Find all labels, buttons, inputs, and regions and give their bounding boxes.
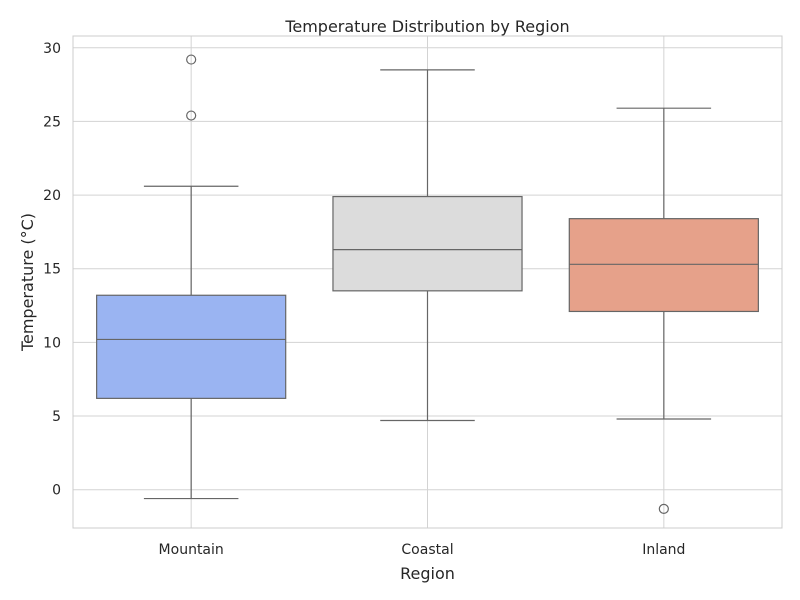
outlier-point <box>186 110 197 121</box>
box-coastal <box>332 69 523 422</box>
y-tick-labels: 0 5 10 15 20 25 30 <box>43 41 61 499</box>
x-tick-labels: Mountain Coastal Inland <box>159 542 686 558</box>
y-tick-label: 5 <box>52 409 61 425</box>
y-tick-label: 0 <box>52 483 61 499</box>
interquartile-box <box>96 294 287 399</box>
box-mountain <box>96 54 287 500</box>
y-tick-label: 20 <box>43 188 61 204</box>
outlier-point <box>186 54 197 65</box>
outlier-point <box>658 503 669 514</box>
box-layer <box>96 54 759 514</box>
plot-frame <box>72 35 783 529</box>
y-tick-label: 15 <box>43 262 61 278</box>
interquartile-box <box>568 218 759 313</box>
x-tick-label: Coastal <box>401 542 453 558</box>
y-tick-label: 25 <box>43 114 61 130</box>
chart-title: Temperature Distribution by Region <box>284 17 569 36</box>
x-tick-label: Mountain <box>159 542 224 558</box>
y-tick-label: 10 <box>43 335 61 351</box>
x-axis-label: Region <box>400 564 455 583</box>
y-tick-label: 30 <box>43 41 61 57</box>
y-axis-label: Temperature (°C) <box>18 213 37 352</box>
interquartile-box <box>332 195 523 292</box>
box-inland <box>568 107 759 514</box>
x-tick-label: Inland <box>642 542 685 558</box>
